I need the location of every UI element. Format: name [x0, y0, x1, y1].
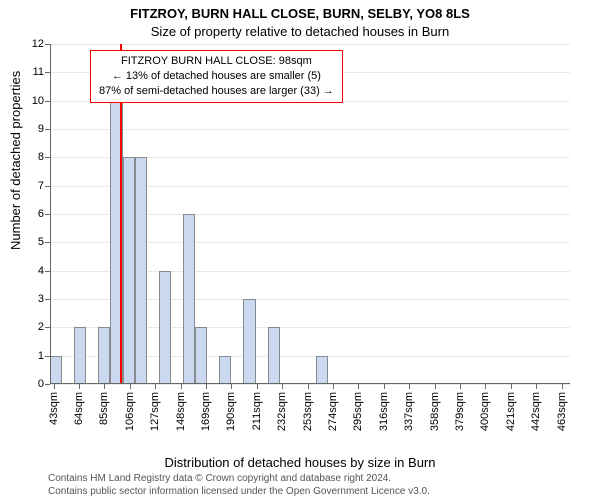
x-tick-label: 316sqm	[378, 392, 390, 431]
y-tick-label: 3	[38, 293, 44, 305]
y-tick-label: 7	[38, 180, 44, 192]
y-tick-label: 5	[38, 236, 44, 248]
plot-area: 012345678910111243sqm64sqm85sqm106sqm127…	[50, 44, 570, 384]
x-tick-label: 211sqm	[251, 392, 263, 430]
x-tick	[54, 384, 55, 389]
x-tick-label: 463sqm	[556, 392, 568, 431]
credit-text: Contains HM Land Registry data © Crown c…	[48, 473, 430, 498]
chart-title: FITZROY, BURN HALL CLOSE, BURN, SELBY, Y…	[0, 6, 600, 21]
x-tick-label: 64sqm	[73, 392, 85, 425]
x-axis-label: Distribution of detached houses by size …	[0, 455, 600, 470]
x-tick-label: 148sqm	[175, 392, 187, 431]
histogram-bar	[316, 356, 328, 384]
x-tick	[511, 384, 512, 389]
y-tick-label: 8	[38, 151, 44, 163]
y-tick	[45, 384, 50, 385]
x-tick	[206, 384, 207, 389]
histogram-bar	[183, 214, 195, 384]
x-tick	[333, 384, 334, 389]
x-tick-label: 232sqm	[276, 392, 288, 431]
x-tick	[79, 384, 80, 389]
y-tick-label: 2	[38, 321, 44, 333]
histogram-bar	[243, 299, 255, 384]
x-tick	[282, 384, 283, 389]
x-tick-label: 169sqm	[200, 392, 212, 431]
x-tick	[308, 384, 309, 389]
y-tick-label: 12	[32, 38, 44, 50]
x-tick-label: 106sqm	[124, 392, 136, 431]
x-tick-label: 274sqm	[327, 392, 339, 431]
gridline	[50, 44, 570, 45]
x-tick	[358, 384, 359, 389]
histogram-bar	[219, 356, 231, 384]
x-tick	[384, 384, 385, 389]
x-tick-label: 421sqm	[505, 392, 517, 431]
x-tick	[257, 384, 258, 389]
histogram-bar	[50, 356, 62, 384]
y-tick-label: 6	[38, 208, 44, 220]
x-tick	[562, 384, 563, 389]
x-tick-label: 190sqm	[225, 392, 237, 431]
y-tick-label: 9	[38, 123, 44, 135]
x-tick	[435, 384, 436, 389]
y-tick-label: 0	[38, 378, 44, 390]
histogram-bar	[74, 327, 86, 384]
y-tick-label: 11	[33, 66, 44, 78]
x-tick	[155, 384, 156, 389]
x-tick	[485, 384, 486, 389]
y-axis-line	[50, 44, 51, 384]
x-tick-label: 85sqm	[98, 392, 110, 425]
histogram-bar	[135, 157, 147, 384]
credit-line-2: Contains public sector information licen…	[48, 486, 430, 499]
x-tick	[104, 384, 105, 389]
y-tick-label: 1	[38, 350, 44, 362]
x-tick	[536, 384, 537, 389]
y-axis-label: Number of detached properties	[8, 71, 23, 250]
y-tick-label: 4	[38, 265, 44, 277]
gridline	[50, 129, 570, 130]
x-tick	[231, 384, 232, 389]
x-tick	[181, 384, 182, 389]
histogram-bar	[98, 327, 110, 384]
x-tick-label: 358sqm	[429, 392, 441, 431]
x-tick	[130, 384, 131, 389]
annotation-box: FITZROY BURN HALL CLOSE: 98sqm← 13% of d…	[90, 50, 343, 103]
x-tick-label: 253sqm	[302, 392, 314, 431]
annotation-line: 87% of semi-detached houses are larger (…	[99, 84, 334, 99]
x-tick-label: 43sqm	[48, 392, 60, 425]
histogram-bar	[268, 327, 280, 384]
histogram-bar	[123, 157, 135, 384]
gridline	[50, 384, 570, 385]
histogram-bar	[195, 327, 207, 384]
annotation-line: ← 13% of detached houses are smaller (5)	[99, 69, 334, 84]
x-tick-label: 442sqm	[530, 392, 542, 431]
x-axis-line	[50, 383, 570, 384]
chart-subtitle: Size of property relative to detached ho…	[0, 24, 600, 39]
credit-line-1: Contains HM Land Registry data © Crown c…	[48, 473, 430, 486]
y-tick-label: 10	[32, 95, 44, 107]
x-tick	[460, 384, 461, 389]
x-tick	[409, 384, 410, 389]
x-tick-label: 337sqm	[403, 392, 415, 431]
x-tick-label: 295sqm	[352, 392, 364, 431]
histogram-chart: FITZROY, BURN HALL CLOSE, BURN, SELBY, Y…	[0, 0, 600, 500]
x-tick-label: 400sqm	[479, 392, 491, 431]
x-tick-label: 379sqm	[454, 392, 466, 431]
annotation-line: FITZROY BURN HALL CLOSE: 98sqm	[99, 54, 334, 69]
x-tick-label: 127sqm	[149, 392, 161, 431]
histogram-bar	[159, 271, 171, 384]
